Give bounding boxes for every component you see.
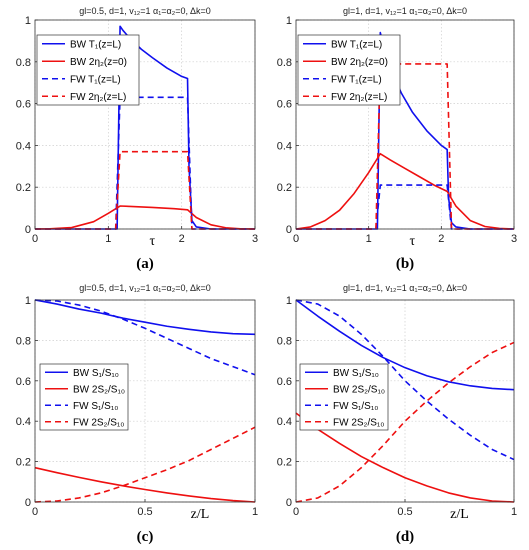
series-line-2 xyxy=(295,412,515,503)
y-tick-label: 1 xyxy=(286,295,292,307)
panel-label: (a) xyxy=(136,256,154,272)
legend: BW S₁/S₁₀ BW 2S₂/S₁₀ FW S₁/S₁₀ FW 2S₂/S₁₀ xyxy=(299,363,389,431)
x-tick-label: 2 xyxy=(179,233,185,245)
legend-label: BW 2S₂/S₁₀ xyxy=(73,384,125,395)
legend-label: FW T₁(z=L) xyxy=(331,74,382,85)
legend-box xyxy=(297,34,401,106)
x-tick-label: 3 xyxy=(252,233,258,245)
y-tick-label: 1 xyxy=(25,295,31,307)
x-tick-label: 0 xyxy=(293,506,299,518)
y-tick-label: 0.6 xyxy=(277,376,292,388)
series-line-1 xyxy=(34,299,256,336)
series-line-4 xyxy=(295,341,515,503)
y-tick-label: 0.4 xyxy=(277,416,292,428)
legend-label: BW T₁(z=L) xyxy=(70,39,121,50)
x-axis-label: z/L xyxy=(191,507,210,522)
y-tick-label: 0 xyxy=(286,224,292,236)
y-tick-label: 0.8 xyxy=(277,335,292,347)
y-tick-label: 0.8 xyxy=(277,57,292,69)
x-tick-label: 1 xyxy=(105,233,111,245)
series-line-2 xyxy=(34,466,256,503)
series-line-2 xyxy=(295,152,515,230)
x-tick-label: 0 xyxy=(32,233,38,245)
panel-label: (c) xyxy=(137,529,154,545)
x-axis-label: z/L xyxy=(450,507,469,522)
legend-label: BW T₁(z=L) xyxy=(331,39,382,50)
y-tick-label: 0.4 xyxy=(16,140,31,152)
legend-label: BW 2η₂(z=0) xyxy=(70,57,127,68)
series-line-3 xyxy=(34,299,256,376)
panel-label: (b) xyxy=(396,256,414,272)
legend-label: FW S₁/S₁₀ xyxy=(333,401,378,412)
chart-title: gl=0.5, d=1, v₁₂=1 α₁=α₂=0, Δk=0 xyxy=(79,283,211,293)
series-line-1 xyxy=(35,25,255,230)
y-tick-label: 0 xyxy=(286,497,292,509)
legend-label: FW S₁/S₁₀ xyxy=(73,401,118,412)
y-tick-label: 0.8 xyxy=(16,57,31,69)
legend-label: BW S₁/S₁₀ xyxy=(73,368,119,379)
legend-label: FW 2S₂/S₁₀ xyxy=(333,417,384,428)
legend-label: FW 2η₂(z=L) xyxy=(70,92,126,103)
x-tick-label: 1 xyxy=(252,506,258,518)
y-tick-label: 0.2 xyxy=(16,457,31,469)
legend: BW T₁(z=L) BW 2η₂(z=0) FW T₁(z=L) FW 2η₂(z=… xyxy=(297,34,401,106)
x-axis-label: τ xyxy=(409,234,415,249)
plot-frame xyxy=(34,19,256,230)
legend-box xyxy=(39,363,129,431)
chart-title: gl=1, d=1, v₁₂=1 α₁=α₂=0, Δk=0 xyxy=(343,6,467,16)
y-tick-label: 0.6 xyxy=(277,99,292,111)
x-tick-label: 0.5 xyxy=(137,506,152,518)
legend-label: BW 2η₂(z=0) xyxy=(331,57,388,68)
x-tick-label: 2 xyxy=(438,233,444,245)
x-axis-label: τ xyxy=(150,234,156,249)
series-line-4 xyxy=(34,426,256,503)
y-tick-label: 0.6 xyxy=(16,99,31,111)
legend-label: FW 2S₂/S₁₀ xyxy=(73,417,124,428)
y-tick-label: 0.2 xyxy=(277,457,292,469)
y-tick-label: 0 xyxy=(25,224,31,236)
chart-title: gl=0.5, d=1, v₁₂=1 α₁=α₂=0, Δk=0 xyxy=(79,6,211,16)
legend-label: FW 2η₂(z=L) xyxy=(331,92,387,103)
x-tick-label: 0 xyxy=(32,506,38,518)
series-line-2 xyxy=(34,205,256,230)
chart-panel-c: 0 0.5 1 0 0.2 0.4 0.6 0.8 1 gl=0.5, d=1, v₁₂=1 α₁… xyxy=(16,283,258,545)
y-tick-label: 0.2 xyxy=(16,182,31,194)
chart-title: gl=1, d=1, v₁₂=1 α₁=α₂=0, Δk=0 xyxy=(343,283,467,293)
y-tick-label: 1 xyxy=(25,15,31,27)
legend-label: FW T₁(z=L) xyxy=(70,74,121,85)
x-tick-label: 1 xyxy=(366,233,372,245)
legend: BW S₁/S₁₀ BW 2S₂/S₁₀ FW S₁/S₁₀ FW 2S₂/S₁₀ xyxy=(39,363,129,431)
chart-panel-b: 0 1 2 3 0 0.2 0.4 0.6 0.8 1 gl=1, d=1, v₁₂=1 α₁=α₂… xyxy=(277,6,517,272)
y-tick-label: 1 xyxy=(286,15,292,27)
chart-panel-d: 0 0.5 1 0 0.2 0.4 0.6 0.8 1 gl=1, d=1, v₁₂=1 α₁=α… xyxy=(277,283,517,545)
x-tick-label: 0.5 xyxy=(397,506,412,518)
panel-label: (d) xyxy=(396,529,414,545)
plot-frame xyxy=(295,19,515,230)
x-tick-label: 3 xyxy=(511,233,517,245)
legend-label: BW S₁/S₁₀ xyxy=(333,368,379,379)
x-tick-label: 0 xyxy=(293,233,299,245)
y-tick-label: 0 xyxy=(25,497,31,509)
y-tick-label: 0.2 xyxy=(277,182,292,194)
series-line-3 xyxy=(295,299,515,461)
legend-label: BW 2S₂/S₁₀ xyxy=(333,384,385,395)
y-tick-label: 0.4 xyxy=(16,416,31,428)
legend-box xyxy=(36,34,140,106)
chart-panel-a: 0 1 2 3 0 0.2 0.4 0.6 0.8 1 gl=0.5, d=1, v₁₂=1 α₁=… xyxy=(16,6,258,272)
x-tick-label: 1 xyxy=(511,506,517,518)
y-tick-label: 0.6 xyxy=(16,376,31,388)
legend-box xyxy=(299,363,389,431)
series-line-1 xyxy=(295,299,515,391)
y-tick-label: 0.8 xyxy=(16,335,31,347)
legend: BW T₁(z=L) BW 2η₂(z=0) FW T₁(z=L) FW 2η₂(z=… xyxy=(36,34,140,106)
y-tick-label: 0.4 xyxy=(277,140,292,152)
